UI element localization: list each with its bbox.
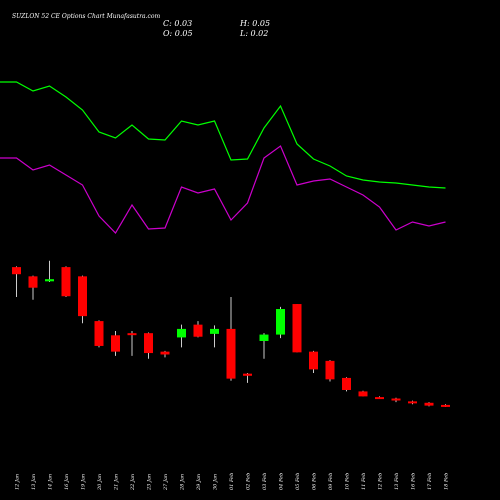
close-readout: C: 0.03 bbox=[163, 19, 192, 28]
candles bbox=[12, 260, 450, 408]
candle-body bbox=[177, 328, 186, 338]
x-tick-label: 19 Jan bbox=[81, 474, 87, 490]
x-tick-label: 04 Feb bbox=[279, 473, 285, 490]
x-tick-label: 10 Feb bbox=[345, 473, 351, 490]
x-tick-label: 14 Jan bbox=[48, 474, 54, 490]
candle-body bbox=[292, 304, 302, 353]
x-axis-ticks: 12 Jan 13 Jan 14 Jan 16 Jan 19 Jan 20 Jan 21 J… bbox=[15, 473, 450, 491]
candle-body bbox=[424, 402, 434, 406]
x-tick-label: 06 Feb bbox=[312, 473, 318, 490]
candle-body bbox=[12, 267, 21, 275]
x-tick-label: 16 Jan bbox=[64, 474, 70, 490]
x-tick-label: 30 Jan bbox=[213, 474, 219, 490]
candle-body bbox=[309, 351, 318, 370]
candle-body bbox=[144, 333, 153, 354]
candle-body bbox=[111, 335, 120, 352]
candle-body bbox=[45, 279, 54, 282]
candle-body bbox=[358, 391, 368, 397]
x-tick-label: 18 Feb bbox=[444, 473, 450, 490]
candle-body bbox=[325, 360, 335, 380]
indicator-lines bbox=[0, 81, 446, 234]
candle-body bbox=[375, 397, 384, 400]
x-tick-label: 13 Feb bbox=[394, 473, 400, 490]
upper-indicator-line bbox=[0, 81, 446, 189]
candle-body bbox=[408, 401, 417, 404]
high-readout: H: 0.05 bbox=[239, 19, 270, 28]
x-tick-label: 28 Jan bbox=[180, 474, 186, 491]
candle-body bbox=[226, 328, 236, 379]
candle-body bbox=[276, 309, 285, 335]
x-tick-label: 20 Jan bbox=[97, 474, 103, 491]
x-tick-label: 13 Jan bbox=[31, 474, 37, 490]
chart-title: SUZLON 52 CE Options Chart Munafasutra.c… bbox=[12, 13, 161, 20]
x-tick-label: 12 Feb bbox=[378, 473, 384, 490]
x-tick-label: 02 Feb bbox=[246, 473, 252, 490]
x-tick-label: 27 Jan bbox=[163, 474, 169, 491]
candle-body bbox=[210, 328, 219, 334]
open-readout: O: 0.05 bbox=[163, 29, 193, 38]
x-tick-label: 03 Feb bbox=[262, 473, 268, 490]
x-tick-label: 12 Jan bbox=[15, 474, 21, 490]
x-tick-label: 09 Feb bbox=[328, 473, 334, 490]
candle-body bbox=[160, 351, 170, 355]
candle-body bbox=[28, 276, 38, 288]
x-tick-label: 01 Feb bbox=[229, 473, 235, 490]
candle-body bbox=[243, 373, 252, 376]
x-tick-label: 11 Feb bbox=[361, 473, 367, 490]
candle-body bbox=[441, 404, 450, 407]
candle-body bbox=[259, 334, 269, 341]
candle-body bbox=[127, 333, 137, 336]
lower-indicator-line bbox=[0, 145, 446, 234]
x-tick-label: 29 Jan bbox=[196, 474, 202, 491]
candle-body bbox=[342, 377, 351, 390]
x-tick-label: 05 Feb bbox=[295, 473, 301, 490]
x-tick-label: 17 Feb bbox=[427, 473, 433, 490]
x-tick-label: 23 Jan bbox=[147, 474, 153, 491]
x-tick-label: 22 Jan bbox=[130, 474, 136, 491]
candle-body bbox=[391, 398, 401, 401]
x-tick-label: 16 Feb bbox=[411, 473, 417, 490]
low-readout: L: 0.02 bbox=[239, 29, 268, 38]
x-tick-label: 21 Jan bbox=[114, 474, 120, 491]
candle-body bbox=[78, 276, 87, 317]
candle-body bbox=[193, 324, 203, 337]
candle-body bbox=[61, 267, 71, 297]
candle-body bbox=[94, 321, 104, 346]
